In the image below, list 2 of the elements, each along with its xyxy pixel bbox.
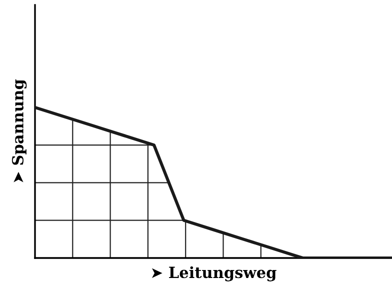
x-axis-title: ➤ Leitungsweg [152, 266, 276, 282]
y-axis-title: ➤ Spannung [12, 79, 27, 182]
